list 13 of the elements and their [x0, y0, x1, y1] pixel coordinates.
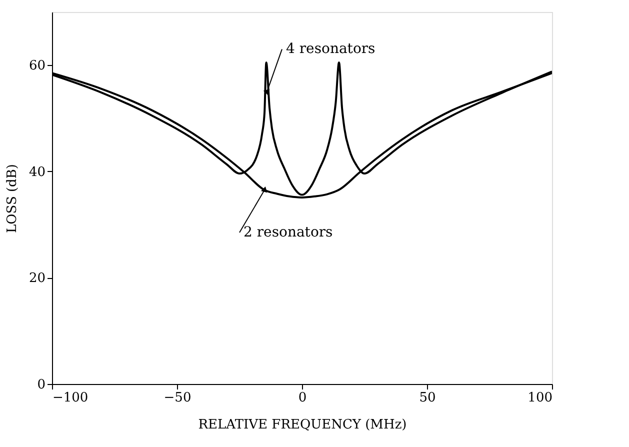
- annotation: 4 resonators: [286, 41, 376, 58]
- y-tick-label: 0: [37, 378, 46, 392]
- x-tick-label: −100: [52, 390, 88, 406]
- x-tick-label: 50: [419, 390, 436, 406]
- y-tick-label: 60: [28, 58, 46, 74]
- x-tick-label: −50: [164, 390, 192, 406]
- x-tick-label: 0: [298, 390, 307, 406]
- annotation: 2 resonators: [244, 224, 333, 241]
- x-tick-label: 100: [528, 390, 552, 406]
- y-tick-label: 40: [28, 164, 46, 180]
- y-tick-label: 20: [28, 271, 46, 286]
- y-axis-title: LOSS (dB): [4, 164, 20, 234]
- x-axis-title: RELATIVE FREQUENCY (MHz): [198, 418, 407, 432]
